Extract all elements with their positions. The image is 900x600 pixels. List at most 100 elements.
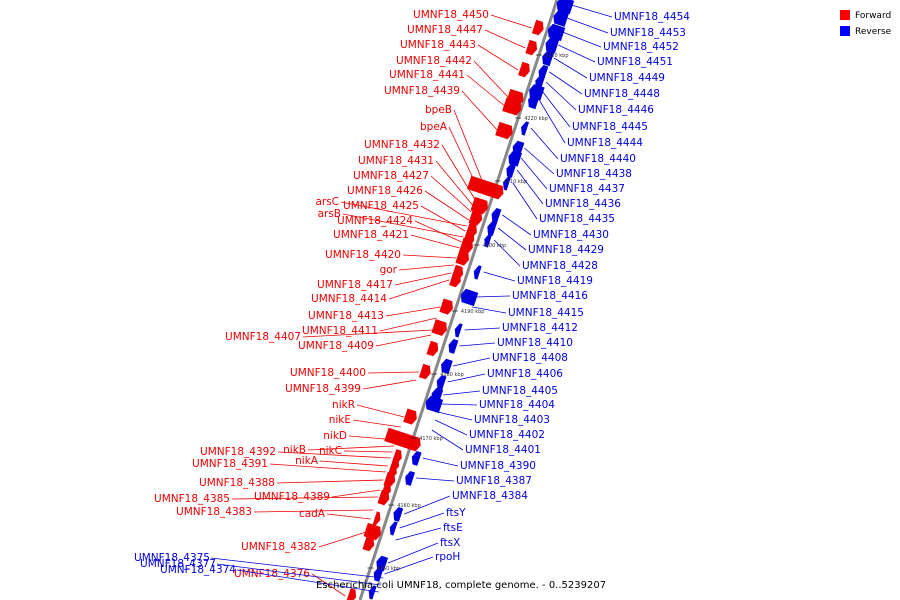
reverse-feature-22 xyxy=(441,358,453,375)
reverse-feature-shape xyxy=(460,288,479,307)
forward-feature-shape xyxy=(384,427,421,452)
forward-gene-label-38: UMNF18_4385 xyxy=(154,493,230,505)
reverse-feature-17 xyxy=(484,233,493,248)
forward-gene-label-33: UMNF18_4392 xyxy=(200,446,276,458)
reverse-leader-line xyxy=(422,457,459,467)
reverse-gene-label-2: UMNF18_4453 xyxy=(610,27,686,39)
forward-leader-line xyxy=(253,509,374,513)
reverse-feature-32 xyxy=(368,585,377,600)
reverse-feature-shape xyxy=(484,233,493,248)
reverse-feature-9 xyxy=(528,93,540,110)
reverse-gene-label-20: UMNF18_4415 xyxy=(508,307,584,319)
reverse-gene-label-6: UMNF18_4448 xyxy=(584,88,660,100)
forward-gene-label-29: nikE xyxy=(329,414,351,426)
reverse-gene-label-4: UMNF18_4451 xyxy=(597,56,673,68)
tick-label: 4200 kbp xyxy=(483,243,507,249)
reverse-feature-31 xyxy=(373,567,384,582)
reverse-leader-line xyxy=(395,527,442,541)
reverse-feature-29 xyxy=(389,521,398,536)
forward-leader-line xyxy=(420,205,466,232)
forward-leader-line xyxy=(441,144,476,201)
reverse-feature-20 xyxy=(454,323,463,338)
reverse-leader-line xyxy=(558,44,596,63)
reverse-gene-label-1: UMNF18_4454 xyxy=(614,11,690,23)
forward-gene-label-4: UMNF18_4442 xyxy=(396,55,472,67)
reverse-feature-2 xyxy=(553,10,569,27)
reverse-leader-line xyxy=(440,403,478,406)
forward-feature-shape xyxy=(372,511,381,526)
forward-leader-line xyxy=(348,435,397,441)
forward-gene-label-17: UMNF18_4421 xyxy=(333,229,409,241)
reverse-feature-shape xyxy=(368,585,377,600)
forward-gene-label-34: nikA xyxy=(295,455,319,467)
reverse-gene-label-25: UMNF18_4405 xyxy=(482,385,558,397)
reverse-gene-label-7: UMNF18_4446 xyxy=(578,104,654,116)
reverse-feature-shape xyxy=(556,0,575,15)
reverse-gene-label-31: UMNF18_4387 xyxy=(456,475,532,487)
reverse-gene-label-35: ftsX xyxy=(440,537,460,549)
reverse-feature-shape xyxy=(487,221,498,236)
forward-leader-line xyxy=(473,60,510,99)
reverse-gene-label-38: UMNF18_4377 xyxy=(140,558,216,570)
legend-swatch-forward xyxy=(840,10,850,20)
reverse-leader-line xyxy=(443,390,481,396)
forward-feature-shape xyxy=(418,363,431,380)
forward-feature-shape xyxy=(449,271,461,288)
forward-leader-line xyxy=(466,74,507,108)
reverse-leader-line xyxy=(483,271,516,282)
forward-feature-18 xyxy=(426,340,439,357)
forward-gene-label-10: UMNF18_4431 xyxy=(358,155,434,167)
forward-leader-line xyxy=(490,14,532,29)
reverse-gene-label-9: UMNF18_4444 xyxy=(567,137,643,149)
forward-feature-27 xyxy=(377,489,390,506)
reverse-leader-line xyxy=(571,4,613,18)
forward-leader-line xyxy=(402,254,457,259)
reverse-feature-shape xyxy=(393,507,404,522)
reverse-feature-shape xyxy=(473,265,482,280)
reverse-gene-label-26: UMNF18_4404 xyxy=(479,399,555,411)
forward-leader-line xyxy=(375,334,432,347)
reverse-feature-shape xyxy=(545,37,560,54)
reverse-feature-shape xyxy=(454,323,463,338)
forward-leader-line xyxy=(331,489,381,498)
forward-leader-line xyxy=(424,190,469,221)
reverse-gene-label-23: UMNF18_4408 xyxy=(492,352,568,364)
reverse-feature-shape xyxy=(547,23,566,42)
reverse-gene-label-5: UMNF18_4449 xyxy=(589,72,665,84)
forward-feature-16 xyxy=(439,298,453,315)
legend-label-reverse: Reverse xyxy=(855,27,892,37)
reverse-feature-shape xyxy=(441,358,453,375)
forward-gene-label-42: UMNF18_4376 xyxy=(234,568,310,580)
reverse-leader-line xyxy=(434,419,468,436)
reverse-gene-label-16: UMNF18_4429 xyxy=(528,244,604,256)
reverse-gene-label-3: UMNF18_4452 xyxy=(603,41,679,53)
forward-leader-line xyxy=(352,419,401,428)
forward-feature-9 xyxy=(468,209,483,226)
forward-gene-label-8: bpeA xyxy=(420,121,448,133)
reverse-gene-label-14: UMNF18_4435 xyxy=(539,213,615,225)
reverse-feature-shape xyxy=(448,339,459,354)
reverse-gene-label-27: UMNF18_4403 xyxy=(474,414,550,426)
reverse-leader-line xyxy=(452,357,491,367)
reverse-gene-label-11: UMNF18_4438 xyxy=(556,168,632,180)
reverse-feature-shape xyxy=(436,375,447,390)
tick-label: 4220 kbp xyxy=(524,116,548,122)
reverse-leader-line xyxy=(530,127,559,160)
tick-label: 4170 kbp xyxy=(419,436,443,442)
forward-leader-line xyxy=(319,460,389,467)
forward-gene-label-7: bpeB xyxy=(425,104,452,116)
forward-gene-label-37: UMNF18_4389 xyxy=(254,491,330,503)
reverse-feature-15 xyxy=(491,208,502,223)
forward-feature-19 xyxy=(418,363,431,380)
forward-leader-line xyxy=(394,272,452,286)
tick-label: 4230 kbp xyxy=(545,53,569,59)
reverse-feature-shape xyxy=(503,176,511,191)
forward-feature-shape xyxy=(531,19,544,36)
forward-feature-8 xyxy=(470,196,488,215)
reverse-feature-shape xyxy=(553,10,569,27)
legend-swatch-reverse xyxy=(840,26,850,36)
reverse-feature-18 xyxy=(473,265,482,280)
forward-feature-shape xyxy=(495,121,513,140)
forward-feature-31 xyxy=(346,588,357,600)
reverse-leader-line xyxy=(404,495,451,515)
